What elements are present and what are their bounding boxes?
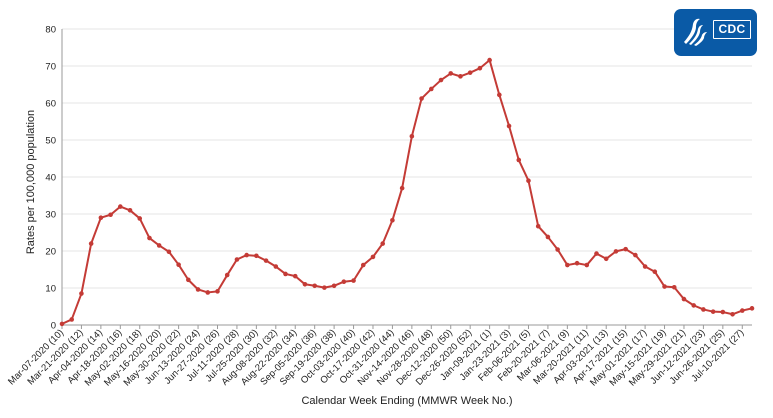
data-point[interactable] [584,262,590,268]
data-point[interactable] [263,258,269,263]
data-point[interactable] [477,65,483,71]
x-axis-title: Calendar Week Ending (MMWR Week No.) [301,395,512,407]
data-point[interactable] [739,308,745,313]
data-point[interactable] [137,216,143,221]
data-point[interactable] [273,264,279,269]
y-tick-label: 70 [45,62,56,73]
y-tick-label: 20 [45,247,56,258]
data-point[interactable] [623,246,628,252]
y-tick-label: 60 [45,99,56,110]
data-point[interactable] [603,256,609,262]
data-point[interactable] [224,272,230,278]
data-point[interactable] [613,249,619,254]
y-tick-label: 80 [45,25,56,36]
data-point[interactable] [671,284,677,290]
series-rates [59,57,755,327]
data-point[interactable] [88,241,94,246]
cdc-wordmark-box: CDC [713,20,751,39]
data-point[interactable] [195,287,201,292]
data-point[interactable] [98,215,104,220]
data-point[interactable] [234,257,240,262]
data-point[interactable] [428,86,434,92]
data-point[interactable] [380,241,386,246]
cdc-logo [674,9,757,56]
data-point[interactable] [749,306,755,311]
data-point[interactable] [701,307,706,312]
y-axis-title: Rates per 100,000 population [25,110,37,254]
data-point[interactable] [59,321,65,327]
data-point[interactable] [662,284,667,289]
data-point[interactable] [419,96,424,101]
data-point[interactable] [283,271,288,277]
data-point[interactable] [399,185,405,191]
data-point[interactable] [487,57,492,63]
data-point[interactable] [594,251,599,256]
data-point[interactable] [448,71,454,76]
data-point[interactable] [642,264,648,269]
data-point[interactable] [108,212,113,218]
data-point[interactable] [156,243,162,248]
data-point[interactable] [351,278,356,283]
data-point[interactable] [555,247,560,252]
data-point[interactable] [652,269,658,275]
data-point[interactable] [497,92,502,98]
data-point[interactable] [69,317,75,322]
hhs-eagle-icon [684,18,707,46]
data-point[interactable] [720,309,726,315]
data-point[interactable] [545,234,551,240]
data-point[interactable] [691,303,696,308]
data-point[interactable] [312,283,317,289]
data-point[interactable] [341,279,347,285]
y-tick-label: 0 [51,321,56,332]
data-point[interactable] [118,204,123,209]
data-point[interactable] [302,282,308,287]
data-point[interactable] [322,285,327,290]
data-point[interactable] [360,262,366,268]
y-tick-label: 10 [45,284,56,295]
data-point[interactable] [176,262,181,267]
data-point[interactable] [681,296,687,302]
data-point[interactable] [186,277,191,283]
data-point[interactable] [370,254,376,260]
data-point[interactable] [254,253,259,259]
data-point[interactable] [244,252,249,258]
data-point[interactable] [506,123,512,129]
x-axis-ticks: Mar-07-2020 (10)Mar-21-2020 (12)Apr-04-2… [6,325,746,389]
data-point[interactable] [147,235,152,241]
y-tick-label: 40 [45,173,56,184]
data-point[interactable] [458,74,463,79]
data-point[interactable] [390,217,395,223]
data-point[interactable] [292,273,298,279]
data-point[interactable] [710,309,716,314]
data-point[interactable] [438,77,444,83]
y-tick-label: 50 [45,136,56,147]
data-point[interactable] [730,311,735,317]
data-point[interactable] [516,157,522,163]
data-point[interactable] [205,290,211,295]
data-point[interactable] [79,291,84,296]
data-point[interactable] [331,283,337,289]
series-line [61,59,753,325]
y-axis-ticks: 0 10 20 30 40 50 60 70 80 [45,25,56,332]
data-point[interactable] [535,223,541,229]
data-point[interactable] [526,178,531,183]
data-point[interactable] [467,70,473,75]
grid [62,28,752,289]
data-point[interactable] [215,289,220,294]
data-point[interactable] [574,260,580,266]
data-point[interactable] [166,249,172,255]
data-point[interactable] [409,134,415,139]
data-point[interactable] [127,208,133,213]
data-point[interactable] [633,252,638,258]
cdc-wordmark: CDC [718,22,746,36]
y-tick-label: 30 [45,210,56,221]
data-point[interactable] [565,262,570,268]
